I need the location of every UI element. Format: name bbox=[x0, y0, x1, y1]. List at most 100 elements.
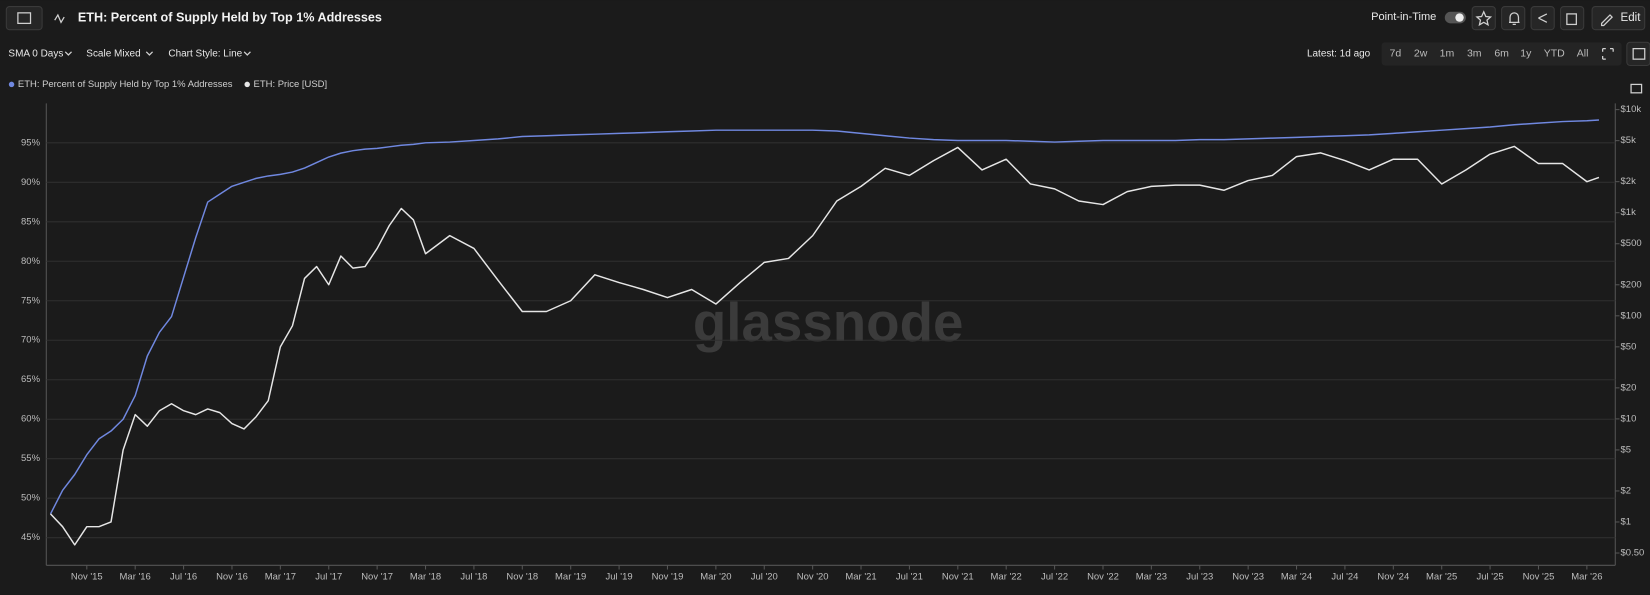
y2-tick-label: $5 bbox=[1621, 444, 1632, 455]
x-tick-label: Nov '25 bbox=[1523, 571, 1555, 582]
x-tick-label: Nov '19 bbox=[652, 571, 684, 582]
bell-icon bbox=[1508, 12, 1520, 26]
legend-swatch bbox=[8, 81, 15, 88]
y-tick-label: 80% bbox=[21, 256, 41, 267]
y2-tick-label: $0.50 bbox=[1621, 548, 1645, 559]
legend-label[interactable]: ETH: Price [USD] bbox=[254, 79, 328, 90]
x-tick-label: Nov '21 bbox=[942, 571, 974, 582]
x-tick-label: Mar '23 bbox=[1136, 571, 1167, 582]
y-tick-label: 60% bbox=[21, 414, 41, 425]
range-button[interactable]: 3m bbox=[1467, 48, 1482, 60]
series-line bbox=[49, 119, 1600, 515]
y-tick-label: 45% bbox=[21, 532, 41, 543]
calendar-button[interactable] bbox=[1626, 41, 1650, 66]
legend-swatch bbox=[244, 81, 250, 88]
x-tick-label: Nov '18 bbox=[506, 571, 538, 582]
sidebar-toggle[interactable] bbox=[5, 6, 43, 31]
y-tick-label: 95% bbox=[21, 137, 41, 148]
y2-tick-label: $500 bbox=[1621, 238, 1642, 249]
range-bar bbox=[1381, 42, 1622, 66]
chart-icon bbox=[54, 13, 65, 24]
y2-tick-label: $5k bbox=[1621, 135, 1637, 146]
range-button[interactable]: 2w bbox=[1414, 48, 1428, 60]
y2-tick-label: $20 bbox=[1621, 382, 1637, 393]
x-tick-label: Nov '22 bbox=[1087, 571, 1119, 582]
share-icon bbox=[1538, 13, 1548, 23]
chevron bbox=[64, 51, 73, 56]
title: ETH: Percent of Supply Held by Top 1% Ad… bbox=[78, 10, 382, 24]
chevron bbox=[145, 51, 154, 56]
share-button[interactable] bbox=[1530, 6, 1555, 31]
x-tick-label: Mar '19 bbox=[555, 571, 586, 582]
x-tick-label: Jul '23 bbox=[1186, 571, 1213, 582]
x-tick-label: Mar '25 bbox=[1426, 571, 1457, 582]
watermark: glassnode bbox=[693, 291, 964, 353]
star-icon bbox=[1475, 10, 1493, 27]
range-button[interactable]: All bbox=[1577, 48, 1589, 60]
x-tick-label: Jul '20 bbox=[751, 571, 778, 582]
x-tick-label: Mar '21 bbox=[845, 571, 876, 582]
toggle-knob bbox=[1455, 13, 1464, 22]
y2-tick-label: $50 bbox=[1621, 341, 1637, 352]
star-button[interactable] bbox=[1471, 6, 1496, 31]
range-button[interactable]: 6m bbox=[1494, 48, 1509, 60]
x-tick-label: Nov '17 bbox=[361, 571, 393, 582]
x-tick-label: Nov '23 bbox=[1232, 571, 1264, 582]
y2-tick-label: $100 bbox=[1621, 310, 1642, 321]
series-line bbox=[49, 145, 1600, 546]
latest-label: Latest: 1d ago bbox=[1307, 49, 1371, 60]
x-tick-label: Nov '15 bbox=[71, 571, 103, 582]
x-tick-label: Jul '16 bbox=[170, 571, 197, 582]
y-tick-label: 70% bbox=[21, 335, 41, 346]
y-tick-label: 65% bbox=[21, 374, 41, 385]
range-buttons: 7d 2w 1m 3m 6m 1y YTD All bbox=[1389, 48, 1588, 60]
y2-tick-label: $1k bbox=[1621, 207, 1637, 218]
style-dropdown[interactable]: Chart Style: Line bbox=[168, 49, 242, 60]
camera-icon[interactable] bbox=[1630, 83, 1643, 94]
edit-icon bbox=[1600, 14, 1614, 27]
copy-button[interactable] bbox=[1560, 6, 1585, 31]
y2-tick-label: $2 bbox=[1621, 485, 1632, 496]
y-tick-label: 50% bbox=[21, 493, 41, 504]
legend-label[interactable]: ETH: Percent of Supply Held by Top 1% Ad… bbox=[18, 79, 233, 90]
scale-dropdown[interactable]: Scale Mixed bbox=[86, 49, 140, 60]
calendar-icon bbox=[1632, 48, 1646, 60]
y-tick-label: 55% bbox=[21, 453, 41, 464]
sma-dropdown[interactable]: SMA 0 Days bbox=[8, 49, 63, 60]
y-tick-label: 90% bbox=[21, 177, 41, 188]
range-button[interactable]: 1y bbox=[1520, 48, 1532, 60]
x-tick-label: Jul '22 bbox=[1041, 571, 1068, 582]
y2-tick-label: $2k bbox=[1621, 176, 1637, 187]
x-tick-label: Mar '16 bbox=[120, 571, 151, 582]
copy-icon bbox=[1566, 13, 1577, 26]
point-in-time-label: Point-in-Time bbox=[1371, 11, 1436, 23]
x-tick-label: Jul '17 bbox=[315, 571, 342, 582]
x-tick-label: Mar '26 bbox=[1571, 571, 1602, 582]
y-tick-label: 75% bbox=[21, 295, 41, 306]
y2-tick-label: $10 bbox=[1621, 413, 1637, 424]
sidebar-icon bbox=[17, 12, 32, 25]
edit-label: Edit bbox=[1621, 12, 1642, 24]
range-button[interactable]: YTD bbox=[1544, 48, 1565, 60]
x-tick-label: Mar '17 bbox=[265, 571, 296, 582]
y2-tick-label: $1 bbox=[1621, 516, 1632, 527]
x-tick-label: Mar '24 bbox=[1281, 571, 1312, 582]
x-tick-label: Nov '16 bbox=[216, 571, 248, 582]
x-tick-label: Jul '24 bbox=[1331, 571, 1358, 582]
alert-button[interactable] bbox=[1501, 6, 1526, 31]
x-tick-label: Jul '25 bbox=[1477, 571, 1504, 582]
x-tick-label: Nov '24 bbox=[1377, 571, 1409, 582]
x-tick-label: Jul '21 bbox=[896, 571, 923, 582]
x-tick-label: Jul '19 bbox=[606, 571, 633, 582]
range-button[interactable]: 7d bbox=[1389, 48, 1401, 60]
x-tick-label: Mar '20 bbox=[700, 571, 731, 582]
x-tick-label: Mar '22 bbox=[991, 571, 1022, 582]
zoom-icon[interactable] bbox=[1602, 48, 1614, 60]
x-tick-label: Nov '20 bbox=[797, 571, 829, 582]
range-button[interactable]: 1m bbox=[1440, 48, 1455, 60]
y2-tick-label: $10k bbox=[1621, 104, 1642, 115]
y-tick-label: 85% bbox=[21, 216, 41, 227]
